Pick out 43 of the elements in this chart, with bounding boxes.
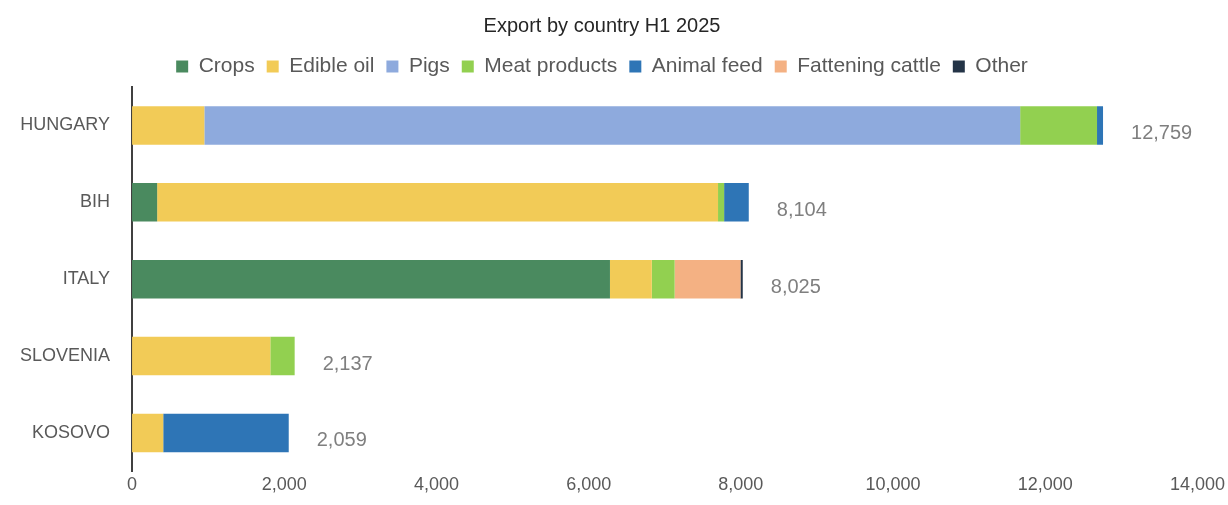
bar [674, 259, 741, 299]
bar [163, 413, 289, 453]
x-tick-label: 14,000 [1169, 474, 1225, 495]
y-tick-label: BIH [80, 191, 111, 212]
x-tick-label: 4,000 [413, 474, 459, 495]
x-tick-label: 8,000 [718, 474, 764, 495]
x-tick-label: 2,000 [261, 474, 307, 495]
legend-label: Edible oil [289, 53, 375, 77]
total-label: 2,059 [316, 428, 367, 451]
total-label: 2,137 [322, 351, 373, 374]
total-label: 12,759 [1131, 120, 1193, 143]
legend-label: Meat products [484, 53, 618, 77]
bar [1020, 106, 1098, 145]
bar [609, 259, 652, 299]
bar [651, 259, 675, 299]
bar [132, 106, 205, 145]
x-tick-label: 12,000 [1017, 474, 1073, 495]
y-tick-label: ITALY [62, 268, 111, 289]
total-label: 8,025 [770, 274, 821, 297]
legend-label: Pigs [408, 53, 450, 77]
bar [724, 183, 749, 222]
x-tick-label: 0 [127, 474, 138, 495]
y-tick-label: SLOVENIA [19, 345, 111, 366]
bar [132, 183, 158, 222]
x-tick-label: 10,000 [865, 474, 921, 495]
bar [132, 259, 610, 299]
bar [740, 259, 743, 299]
legend-label: Crops [198, 53, 255, 77]
legend-label: Fattening cattle [797, 53, 941, 77]
bar [204, 106, 1021, 145]
total-label: 8,104 [776, 197, 827, 220]
bar [270, 336, 295, 376]
y-tick-label: KOSOVO [32, 421, 111, 442]
legend-label: Other [975, 53, 1028, 77]
bar [718, 183, 725, 222]
bar [132, 413, 164, 453]
bar [157, 183, 719, 222]
bar [1097, 106, 1104, 145]
x-tick-label: 6,000 [566, 474, 612, 495]
bar [132, 336, 271, 376]
chart-title: Export by country H1 2025 [483, 13, 721, 36]
y-tick-label: HUNGARY [20, 114, 111, 135]
legend-label: Animal feed [651, 53, 763, 77]
